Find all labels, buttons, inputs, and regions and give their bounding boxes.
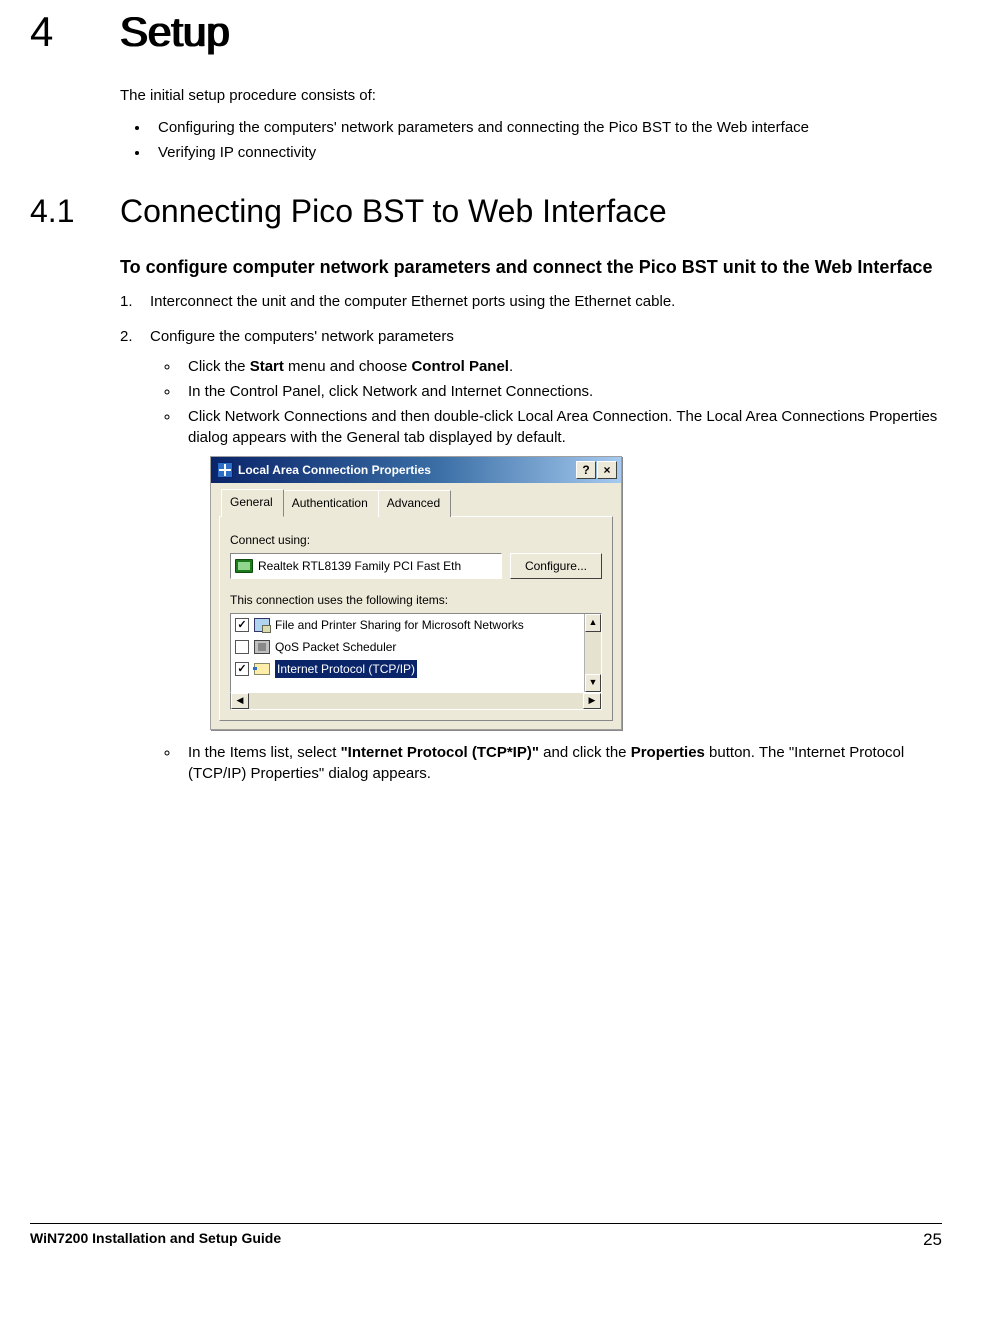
tab-authentication[interactable]: Authentication — [283, 490, 379, 517]
lan-properties-dialog: Local Area Connection Properties ? × Gen… — [210, 456, 622, 730]
qos-icon — [254, 640, 270, 654]
sub-bullet: In the Items list, select "Internet Prot… — [180, 742, 942, 784]
scroll-down-button[interactable]: ▼ — [585, 674, 601, 692]
close-button[interactable]: × — [597, 461, 617, 479]
scroll-left-button[interactable]: ◀ — [231, 693, 249, 709]
intro-bullet: Verifying IP connectivity — [150, 143, 942, 163]
procedure-steps: Interconnect the unit and the computer E… — [120, 291, 942, 784]
dialog-body: General Authentication Advanced Connect … — [211, 483, 621, 729]
sub-bullet-text: Click the — [188, 358, 250, 375]
section-number: 4.1 — [30, 193, 120, 230]
procedure-subhead: To configure computer network parameters… — [120, 255, 942, 279]
dialog-titlebar: Local Area Connection Properties ? × — [211, 457, 621, 483]
dialog-sys-buttons: ? × — [576, 461, 617, 479]
tab-general[interactable]: General — [221, 489, 284, 517]
sub-bullet-text: and click the — [539, 744, 631, 761]
tab-advanced[interactable]: Advanced — [378, 490, 451, 517]
step: Configure the computers' network paramet… — [120, 326, 942, 785]
chapter-title: Setup — [120, 8, 230, 56]
intro-lead: The initial setup procedure consists of: — [120, 86, 942, 106]
scroll-track[interactable] — [585, 632, 601, 674]
item-row-qos[interactable]: QoS Packet Scheduler — [231, 636, 584, 658]
sub-bullet-text: menu and choose — [284, 358, 412, 375]
items-listbox: File and Printer Sharing for Microsoft N… — [230, 613, 602, 693]
checkbox-qos[interactable] — [235, 640, 249, 654]
section-title: Connecting Pico BST to Web Interface — [120, 193, 667, 230]
dialog-tabs: General Authentication Advanced — [219, 489, 613, 516]
section-body: To configure computer network parameters… — [120, 255, 942, 784]
intro-block: The initial setup procedure consists of:… — [120, 86, 942, 163]
sub-bullet: Click the Start menu and choose Control … — [180, 356, 942, 377]
bold-properties: Properties — [631, 744, 705, 761]
item-label: File and Printer Sharing for Microsoft N… — [275, 616, 524, 634]
chapter-heading: 4 Setup — [30, 8, 942, 56]
adapter-row: Realtek RTL8139 Family PCI Fast Eth Conf… — [230, 553, 602, 579]
help-button[interactable]: ? — [576, 461, 596, 479]
chapter-number: 4 — [30, 8, 120, 56]
sub-bullet-text: . — [509, 358, 513, 375]
fps-icon — [254, 618, 270, 632]
tcpip-icon — [254, 662, 270, 676]
scroll-track[interactable] — [249, 693, 583, 709]
page-footer: WiN7200 Installation and Setup Guide 25 — [30, 1223, 942, 1250]
item-label: Internet Protocol (TCP/IP) — [275, 660, 417, 678]
adapter-name: Realtek RTL8139 Family PCI Fast Eth — [258, 557, 461, 575]
dialog-title: Local Area Connection Properties — [238, 461, 576, 479]
intro-bullet: Configuring the computers' network param… — [150, 118, 942, 138]
checkbox-tcpip[interactable] — [235, 662, 249, 676]
sub-bullet-text: In the Items list, select — [188, 744, 341, 761]
sub-bullet: In the Control Panel, click Network and … — [180, 381, 942, 402]
items-label: This connection uses the following items… — [230, 591, 602, 609]
connect-using-label: Connect using: — [230, 531, 602, 549]
step-sub-bullets: Click the Start menu and choose Control … — [150, 356, 942, 448]
bold-tcpip: "Internet Protocol (TCP*IP)" — [341, 744, 539, 761]
scroll-up-button[interactable]: ▲ — [585, 614, 601, 632]
bold-control-panel: Control Panel — [411, 358, 509, 375]
footer-page-number: 25 — [923, 1230, 942, 1250]
sub-bullet: Click Network Connections and then doubl… — [180, 406, 942, 448]
configure-button[interactable]: Configure... — [510, 553, 602, 579]
step-sub-bullets-after: In the Items list, select "Internet Prot… — [150, 742, 942, 784]
scroll-right-button[interactable]: ▶ — [583, 693, 601, 709]
step: Interconnect the unit and the computer E… — [120, 291, 942, 314]
section-heading: 4.1 Connecting Pico BST to Web Interface — [30, 193, 942, 230]
footer-guide-title: WiN7200 Installation and Setup Guide — [30, 1230, 281, 1250]
dialog-title-icon — [217, 462, 233, 478]
item-label: QoS Packet Scheduler — [275, 638, 396, 656]
checkbox-fps[interactable] — [235, 618, 249, 632]
document-page: 4 Setup The initial setup procedure cons… — [0, 0, 992, 1270]
step-text: Configure the computers' network paramet… — [150, 328, 454, 345]
item-row-fps[interactable]: File and Printer Sharing for Microsoft N… — [231, 614, 584, 636]
tab-panel-general: Connect using: Realtek RTL8139 Family PC… — [219, 516, 613, 721]
bold-start: Start — [250, 358, 284, 375]
intro-bullets: Configuring the computers' network param… — [120, 118, 942, 163]
item-row-tcpip[interactable]: Internet Protocol (TCP/IP) — [231, 658, 584, 680]
vertical-scrollbar[interactable]: ▲ ▼ — [584, 614, 601, 692]
step-text: Interconnect the unit and the computer E… — [150, 293, 675, 310]
nic-icon — [235, 559, 253, 573]
horizontal-scrollbar[interactable]: ◀ ▶ — [230, 693, 602, 710]
adapter-field: Realtek RTL8139 Family PCI Fast Eth — [230, 553, 502, 579]
items-listbox-content: File and Printer Sharing for Microsoft N… — [231, 614, 584, 692]
